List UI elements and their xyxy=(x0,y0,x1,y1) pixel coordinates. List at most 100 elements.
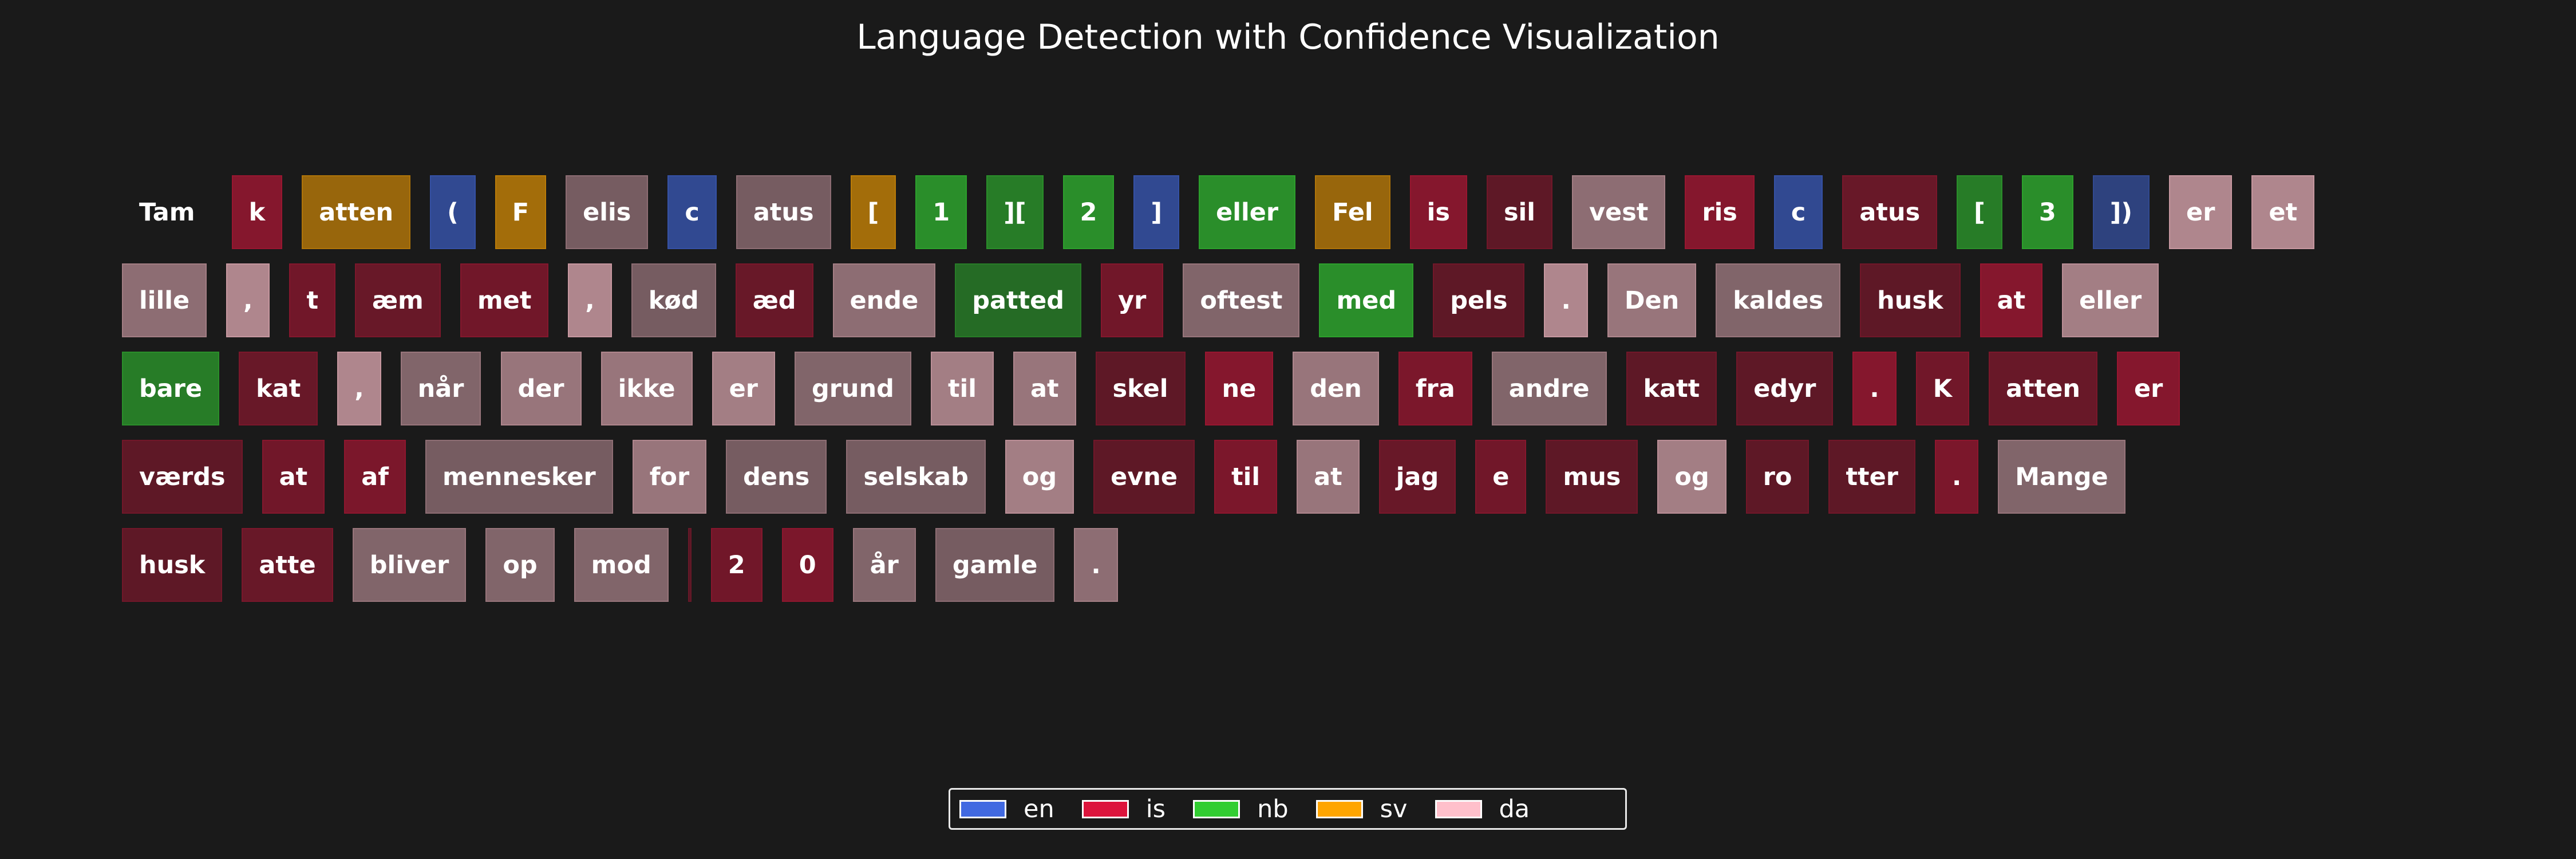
legend-label: nb xyxy=(1257,794,1289,823)
legend-item-en: en xyxy=(959,795,1054,823)
token: lille xyxy=(122,263,207,337)
token: der xyxy=(500,352,582,425)
token: andre xyxy=(1491,352,1607,425)
token: Mange xyxy=(1998,440,2125,514)
token: for xyxy=(632,440,707,514)
token: 3 xyxy=(2021,175,2073,249)
token: . xyxy=(1852,352,1897,425)
token: jag xyxy=(1378,440,1456,514)
token: . xyxy=(1934,440,1979,514)
legend-label: is xyxy=(1145,794,1166,823)
legend: en is nb sv da xyxy=(949,788,1627,830)
token: mennesker xyxy=(425,440,613,514)
token: er xyxy=(2117,352,2180,425)
token: og xyxy=(1005,440,1074,514)
token: mod xyxy=(574,528,669,602)
token: grund xyxy=(794,352,911,425)
token: eller xyxy=(1199,175,1296,249)
token: fra xyxy=(1398,352,1472,425)
token: mus xyxy=(1546,440,1638,514)
token: husk xyxy=(122,528,223,602)
token: atten xyxy=(302,175,411,249)
token: ]) xyxy=(2092,175,2150,249)
token: F xyxy=(495,175,547,249)
token: 1 xyxy=(915,175,967,249)
legend-swatch xyxy=(1315,799,1363,818)
token: . xyxy=(1544,263,1588,337)
token: atten xyxy=(1989,352,2097,425)
token: Tam xyxy=(139,198,195,227)
token: når xyxy=(400,352,481,425)
token: et xyxy=(2251,175,2315,249)
token: 2 xyxy=(710,528,762,602)
token: k xyxy=(231,175,283,249)
legend-item-sv: sv xyxy=(1315,795,1408,823)
token: atte xyxy=(242,528,333,602)
token: husk xyxy=(1860,263,1961,337)
token: , xyxy=(226,263,270,337)
token: c xyxy=(1773,175,1823,249)
token: met xyxy=(460,263,549,337)
token: gamle xyxy=(935,528,1055,602)
token: selskab xyxy=(846,440,986,514)
token: e xyxy=(1475,440,1527,514)
token: , xyxy=(568,263,612,337)
token: ikke xyxy=(600,352,693,425)
token: den xyxy=(1293,352,1379,425)
token: ] xyxy=(1133,175,1180,249)
token: atus xyxy=(1842,175,1938,249)
token: værds xyxy=(122,440,243,514)
token: kat xyxy=(239,352,318,425)
token xyxy=(688,528,692,602)
token: op xyxy=(485,528,555,602)
token: Fel xyxy=(1315,175,1390,249)
token: atus xyxy=(736,175,831,249)
token: at xyxy=(1297,440,1360,514)
token: elis xyxy=(566,175,649,249)
token: [ xyxy=(1957,175,2002,249)
token: ende xyxy=(832,263,936,337)
token: , xyxy=(337,352,381,425)
token: er xyxy=(712,352,775,425)
legend-swatch xyxy=(959,799,1006,818)
token: at xyxy=(1980,263,2043,337)
token: eller xyxy=(2062,263,2159,337)
token: pels xyxy=(1433,263,1525,337)
token: patted xyxy=(955,263,1082,337)
legend-item-nb: nb xyxy=(1193,795,1289,823)
token: tter xyxy=(1828,440,1915,514)
token: ne xyxy=(1204,352,1274,425)
token: bliver xyxy=(352,528,467,602)
token: K xyxy=(1915,352,1970,425)
token: is xyxy=(1409,175,1467,249)
token: kaldes xyxy=(1716,263,1841,337)
chart-title: Language Detection with Confidence Visua… xyxy=(856,17,1720,57)
token: og xyxy=(1657,440,1726,514)
token: katt xyxy=(1626,352,1717,425)
token: er xyxy=(2169,175,2233,249)
token: 2 xyxy=(1062,175,1115,249)
token: sil xyxy=(1486,175,1553,249)
token: ro xyxy=(1745,440,1809,514)
token: til xyxy=(1214,440,1278,514)
token: 0 xyxy=(781,528,833,602)
legend-swatch xyxy=(1435,799,1482,818)
token: t xyxy=(289,263,335,337)
legend-label: da xyxy=(1499,794,1530,823)
legend-item-da: da xyxy=(1435,795,1530,823)
token: af xyxy=(344,440,406,514)
token: år xyxy=(852,528,916,602)
token: . xyxy=(1074,528,1118,602)
token: yr xyxy=(1101,263,1164,337)
token: at xyxy=(1013,352,1076,425)
token: Den xyxy=(1607,263,1697,337)
token: kød xyxy=(631,263,716,337)
legend-swatch xyxy=(1193,799,1240,818)
token: med xyxy=(1319,263,1414,337)
token: evne xyxy=(1093,440,1195,514)
token: æd xyxy=(735,263,813,337)
token: edyr xyxy=(1736,352,1834,425)
token: ][ xyxy=(986,175,1044,249)
token: bare xyxy=(122,352,220,425)
